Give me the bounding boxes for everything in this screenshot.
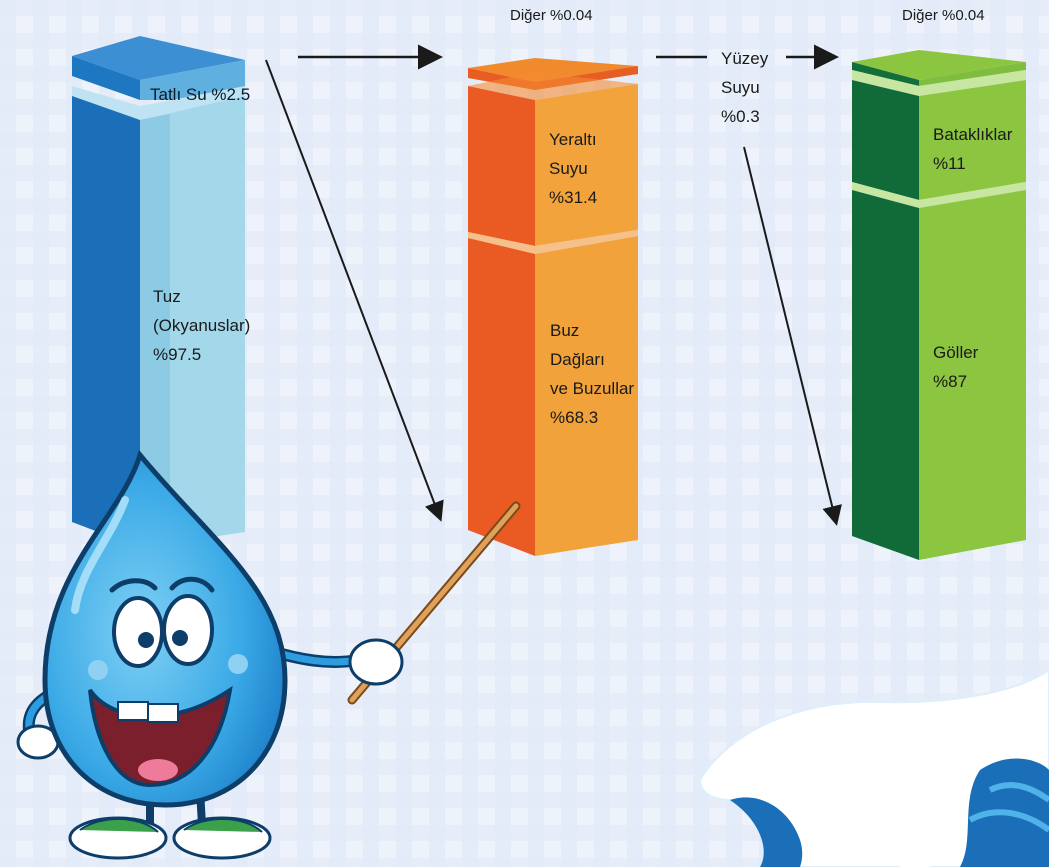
col3-lakes-label: Göller %87: [933, 338, 978, 396]
surface-line3: %0.3: [721, 107, 760, 126]
col1-main-line3: %97.5: [153, 345, 202, 364]
blue-cap-left: [72, 56, 140, 100]
green-bottom-right: [919, 190, 1026, 560]
green-top-slab-right: [919, 62, 1026, 86]
green-gap-1: [852, 70, 1026, 96]
col2-bottom-line4: %68.3: [550, 408, 599, 427]
column-fresh-water: [468, 58, 638, 556]
green-mid-right: [919, 80, 1026, 200]
mascot-left-eye: [112, 596, 164, 668]
orange-bottom-left: [468, 238, 535, 556]
col1-main-line2: (Okyanuslar): [153, 316, 251, 335]
orange-segment-gap: [468, 230, 638, 254]
col2-ice-label: Buz Dağları ve Buzullar %68.3: [550, 316, 634, 432]
col2-bottom-line1: Buz: [550, 321, 580, 340]
green-bottom-left: [852, 190, 919, 560]
col3-mid-line1: Bataklıklar: [933, 125, 1013, 144]
orange-top-cap: [468, 58, 638, 82]
col3-mid-line2: %11: [933, 154, 966, 173]
column-total-water: [72, 36, 245, 548]
col1-main-line1: Tuz: [153, 287, 181, 306]
flow-arrows: [265, 44, 842, 526]
col2-mid-line1: Yeraltı: [549, 130, 597, 149]
orange-mid-top: [468, 72, 638, 100]
water-drop-mascot: [16, 449, 404, 860]
col1-tatli-su-label: Tatlı Su %2.5: [150, 85, 251, 104]
surface-water-label: Yüzey Suyu %0.3: [721, 44, 768, 131]
green-top-slab-left: [852, 62, 919, 86]
col2-mid-line3: %31.4: [549, 188, 598, 207]
col2-bottom-line3: ve Buzullar: [550, 379, 635, 398]
mascot-right-eye: [162, 594, 214, 666]
col3-bottom-line1: Göller: [933, 343, 979, 362]
column-surface-water: [852, 50, 1026, 560]
blue-main-left: [72, 96, 140, 548]
splash-wave-illustration: [698, 668, 1049, 867]
orange-mid-left: [468, 86, 535, 246]
arrow-surface-to-col3-base: [743, 146, 842, 526]
orange-bottom-right: [535, 236, 638, 556]
blue-main-right-shade: [140, 114, 170, 548]
col2-groundwater-label: Yeraltı Suyu %31.4: [549, 125, 597, 212]
surface-line1: Yüzey: [721, 49, 769, 68]
green-gap-2: [852, 182, 1026, 208]
col2-header-label: Diğer %0.04: [510, 7, 593, 24]
green-top-cap: [852, 50, 1026, 80]
col2-bottom-line2: Dağları: [550, 350, 605, 369]
blue-cap-right: [140, 60, 245, 100]
green-mid-left: [852, 80, 919, 200]
col2-mid-line2: Suyu: [549, 159, 588, 178]
orange-mid-right: [535, 84, 638, 246]
arrow-freshwater-to-icebase: [265, 59, 444, 522]
col3-bottom-line2: %87: [933, 372, 968, 391]
col3-swamp-label: Bataklıklar %11: [933, 120, 1012, 178]
surface-line2: Suyu: [721, 78, 760, 97]
mascot-right-glove: [348, 638, 404, 686]
blue-top-cap: [72, 36, 245, 80]
col3-header-label: Diğer %0.04: [902, 7, 985, 24]
col1-main-label: Tuz (Okyanuslar) %97.5: [153, 282, 250, 369]
